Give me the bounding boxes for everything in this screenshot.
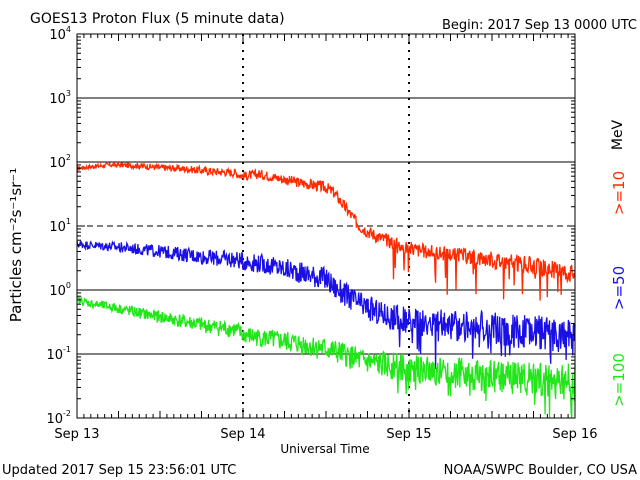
x-tick-label: Sep 14 xyxy=(220,427,265,442)
y-tick-label: 103 xyxy=(49,89,71,107)
chart-title: GOES13 Proton Flux (5 minute data) xyxy=(30,11,285,27)
y-tick-label: 10-1 xyxy=(46,345,71,363)
energy-labels: MeV >=10 >=50 >=100 xyxy=(610,119,628,406)
begin-time: Begin: 2017 Sep 13 0000 UTC xyxy=(442,18,637,33)
energy-unit-label: MeV xyxy=(610,119,626,150)
y-tick-label: 101 xyxy=(49,217,71,235)
y-tick-label: 100 xyxy=(49,281,71,299)
series-layer xyxy=(76,161,576,419)
legend-gt50: >=50 xyxy=(610,266,628,310)
y-tick-label: 10-2 xyxy=(46,409,71,427)
legend-gt100: >=100 xyxy=(610,353,628,407)
axis-layer: 10-2 10-1 100 101 102 103 104 Sep 13 Sep 14 Sep 1… xyxy=(46,25,597,442)
series-line-gt10 xyxy=(76,161,576,301)
series-line-gt50 xyxy=(76,239,576,369)
x-tick-label: Sep 15 xyxy=(386,427,431,442)
updated-timestamp: Updated 2017 Sep 15 23:56:01 UTC xyxy=(2,463,236,478)
y-tick-label: 104 xyxy=(49,25,71,43)
y-tick-label: 102 xyxy=(49,153,71,171)
x-axis-label: Universal Time xyxy=(280,442,369,456)
credit-text: NOAA/SWPC Boulder, CO USA xyxy=(444,463,637,478)
legend-gt10: >=10 xyxy=(610,171,628,215)
series-line-gt100 xyxy=(76,295,576,419)
x-tick-label: Sep 16 xyxy=(552,427,597,442)
y-axis-label: Particles cm⁻²s⁻¹sr⁻¹ xyxy=(7,168,25,322)
x-tick-label: Sep 13 xyxy=(54,427,99,442)
grid-layer xyxy=(77,34,575,418)
